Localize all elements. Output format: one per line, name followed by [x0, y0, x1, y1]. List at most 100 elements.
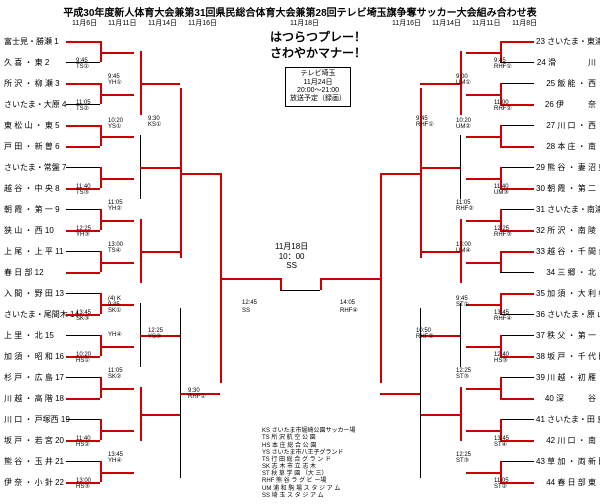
- time-label: 9:30KS①: [148, 116, 161, 128]
- legend-line: RHF 熊 谷 ラ グ ビ ー場: [262, 478, 356, 485]
- bracket-line: [500, 83, 534, 84]
- bracket-line: [466, 388, 500, 390]
- time-label: RHF④: [340, 308, 358, 314]
- team-22: 伊 奈 ・ 小 針 22: [4, 477, 64, 488]
- time-label: YH④: [108, 326, 122, 338]
- team-4: さいたま・大原 4: [4, 99, 64, 110]
- bracket-line: [100, 262, 134, 264]
- team-42: 42 川 口 ・ 南: [536, 435, 596, 446]
- legend-line: UM 浦 和 駒 場 ス タ ジ ア ム: [262, 486, 356, 493]
- date-label: 11月16日: [188, 18, 217, 28]
- team-29: 29 熊 谷 ・ 妻 沼 東: [536, 162, 596, 173]
- legend-line: HS 本 庄 総 合 公 園: [262, 443, 356, 450]
- bracket-line: [500, 41, 534, 43]
- bracket-line: [66, 251, 100, 252]
- bracket-line: [100, 346, 134, 348]
- legend-line: SS 埼 玉 ス タ ジ ア ム: [262, 493, 356, 500]
- team-13: 入 間 ・ 野 田 13: [4, 288, 64, 299]
- time-label: 13:00UM④: [456, 242, 471, 254]
- bracket-line: [320, 278, 322, 290]
- bracket-line: [500, 377, 502, 398]
- time-label: 9:30RHF①: [188, 388, 206, 400]
- time-label: 11:05RHF②: [456, 200, 474, 212]
- team-38: 38 坂 戸 ・ 千 代 田: [536, 351, 596, 362]
- team-27: 27 川 口 ・ 西: [536, 120, 596, 131]
- bracket-line: [180, 173, 220, 175]
- team-5: 東 松 山 ・ 東 5: [4, 120, 64, 131]
- date-label: 11月11日: [108, 18, 137, 28]
- bracket-line: [280, 278, 282, 290]
- bracket-line: [420, 88, 422, 258]
- bracket-line: [100, 178, 134, 180]
- bracket-line: [500, 398, 534, 400]
- bracket-line: [66, 83, 100, 85]
- team-43: 43 草 加 ・ 両 新 田: [536, 456, 596, 467]
- time-label: 11:40HS②: [76, 436, 91, 448]
- time-label: (4) K9:45SK①: [108, 296, 121, 314]
- bracket-line: [320, 278, 380, 280]
- bracket-line: [466, 94, 500, 96]
- team-33: 33 越 谷 ・ 千 間 台: [536, 246, 596, 257]
- time-label: 9:00UM①: [456, 74, 471, 86]
- bracket-line: [500, 146, 534, 148]
- bracket-line: [100, 94, 134, 96]
- team-23: 23 さいたま・東浦和: [536, 36, 596, 47]
- bracket-line: [500, 461, 534, 462]
- team-20: 坂 戸 ・ 若 宮 20: [4, 435, 64, 446]
- team-32: 32 所 沢 ・ 南 陵: [536, 225, 596, 236]
- time-label: 10:50RHF②: [416, 328, 434, 340]
- team-17: 杉 戸 ・ 広 島 17: [4, 372, 64, 383]
- time-label: SS: [242, 308, 250, 314]
- team-6: 戸 田 ・ 新 曽 6: [4, 141, 64, 152]
- bracket-line: [466, 262, 500, 264]
- bracket-line: [500, 251, 502, 272]
- time-label: 11:05ST②: [494, 478, 509, 490]
- bracket-line: [100, 388, 134, 390]
- team-30: 30 朝 霞 ・ 第 二: [536, 183, 596, 194]
- venue-legend: KS さいたま市堀崎公園サッカー場TS 所 沢 航 空 公 園HS 本 庄 総 …: [262, 428, 356, 500]
- team-10: 狭 山 ・ 西 10: [4, 225, 64, 236]
- team-39: 39 川 越 ・ 初 雁: [536, 372, 596, 383]
- bracket-line: [66, 167, 100, 168]
- bracket-line: [466, 178, 500, 180]
- bracket-line: [66, 335, 100, 336]
- date-label: 11月11日: [472, 18, 501, 28]
- team-31: 31 さいたま・南浦和: [536, 204, 596, 215]
- time-label: 13:45ST④: [494, 436, 509, 448]
- time-label: 11:05SK②: [108, 368, 123, 380]
- time-label: 13:45RHF④: [494, 310, 512, 322]
- bracket-line: [500, 167, 534, 168]
- time-label: 9:45RHF①: [494, 58, 512, 70]
- team-34: 34 三 郷 ・ 北: [536, 267, 596, 278]
- bracket-line: [420, 83, 460, 85]
- team-25: 25 飯 能 ・ 西: [536, 78, 596, 89]
- time-label: 10:20HS①: [76, 352, 91, 364]
- bracket-line: [220, 278, 280, 280]
- team-35: 35 加 須 ・ 大 利 根: [536, 288, 596, 299]
- team-21: 熊 谷 ・ 玉 井 21: [4, 456, 64, 467]
- bracket-line: [100, 430, 134, 432]
- bracket-line: [466, 430, 500, 432]
- date-label: 11月8日: [512, 18, 537, 28]
- team-26: 26 伊 奈: [536, 99, 596, 110]
- time-label: 11:05YH②: [108, 200, 123, 212]
- bracket-line: [66, 125, 100, 127]
- bracket-line: [100, 472, 134, 474]
- bracket-line: [500, 125, 534, 126]
- time-label: 14:05: [340, 300, 355, 306]
- time-label: 13:45SK③: [76, 310, 91, 322]
- bracket-line: [380, 173, 382, 383]
- time-label: 12:25ST③: [456, 452, 471, 464]
- time-label: 9:45RHF①: [416, 116, 434, 128]
- bracket-line: [66, 377, 100, 378]
- bracket-line: [140, 167, 180, 169]
- team-9: 朝 霞 ・ 第 一 9: [4, 204, 64, 215]
- team-7: さいたま・常盤 7: [4, 162, 64, 173]
- bracket-line: [500, 125, 502, 146]
- date-label: 11月14日: [148, 18, 177, 28]
- team-1: 富士見・勝瀬 1: [4, 36, 64, 47]
- bracket-line: [500, 272, 534, 273]
- bracket-line: [100, 136, 134, 138]
- team-15: 上 里 ・ 北 15: [4, 330, 64, 341]
- bracket-line: [500, 335, 534, 336]
